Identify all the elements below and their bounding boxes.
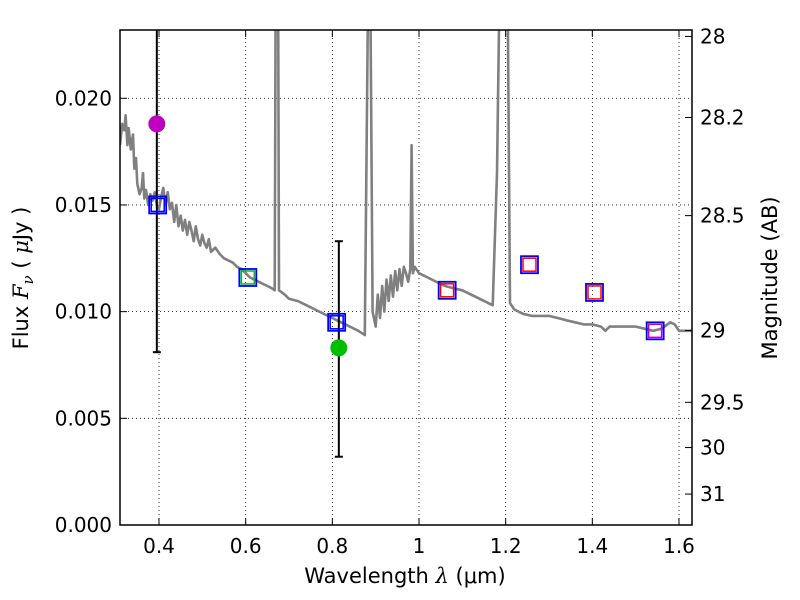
observed-flux-point — [148, 115, 166, 133]
model-flux-square — [238, 268, 258, 287]
plot-frame — [119, 29, 693, 526]
right-tick-label: 28.5 — [700, 204, 745, 228]
model-flux-square — [520, 255, 539, 275]
model-flux-inner-square — [150, 197, 165, 213]
model-flux-square — [585, 283, 604, 302]
right-tick-label: 28.2 — [700, 105, 745, 129]
y-tick-label: 0.020 — [55, 86, 112, 110]
y-axis-label-paren: ( — [9, 254, 33, 276]
model-flux-inner-square — [329, 315, 344, 330]
right-tick-label: 28 — [700, 24, 725, 48]
y-axis-label-mu: μ — [9, 240, 33, 254]
y-axis-label-nu: ν — [19, 275, 37, 284]
x-axis-label-lambda: λ — [435, 564, 449, 588]
observed-flux-point — [330, 339, 348, 357]
right-tick-label: 30 — [700, 436, 725, 460]
x-axis-label: Wavelength λ (μm) — [304, 564, 505, 588]
x-tick-label: 0.4 — [143, 534, 175, 558]
model-flux-inner-square — [522, 257, 537, 272]
x-tick-label: 1 — [413, 534, 426, 558]
model-flux-inner-square — [587, 285, 602, 300]
y-axis-label: Flux Fν ( μJy ) — [9, 207, 37, 350]
x-tick-label: 0.8 — [316, 534, 348, 558]
right-axis-label: Magnitude (AB) — [758, 196, 782, 359]
x-tick-label: 1.4 — [576, 534, 608, 558]
y-axis-label-unit: Jy ) — [9, 207, 33, 243]
y-tick-label: 0.010 — [55, 300, 112, 324]
x-tick-label: 1.6 — [663, 534, 695, 558]
y-tick-label: 0.005 — [55, 406, 112, 430]
right-tick-label: 31 — [700, 482, 725, 506]
model-flux-square — [645, 321, 665, 341]
model-flux-inner-square — [439, 283, 455, 298]
model-flux-inner-square — [647, 323, 663, 339]
x-axis-label-main: Wavelength — [304, 564, 435, 588]
y-tick-label: 0.015 — [55, 193, 112, 217]
x-tick-label: 1.2 — [490, 534, 522, 558]
x-axis-label-unit: (μm) — [449, 564, 506, 588]
plot-area — [120, 30, 692, 458]
x-tick-label: 0.6 — [230, 534, 262, 558]
model-flux-square — [437, 280, 457, 300]
y-axis-label-f: F — [9, 283, 33, 300]
sed-model-line — [120, 30, 692, 337]
right-tick-label: 29.5 — [700, 390, 745, 414]
model-flux-square — [327, 312, 347, 332]
right-tick-label: 29 — [700, 318, 725, 342]
y-axis-label-main: Flux — [9, 299, 33, 349]
axis-ticks: 0.4 0.6 0.8 1 1.2 1.4 1.6 0.000 0.005 0.010 0.015 0… — [55, 24, 745, 558]
model-flux-inner-square — [240, 270, 256, 285]
model-flux-square — [148, 195, 168, 215]
y-tick-label: 0.000 — [55, 513, 112, 537]
